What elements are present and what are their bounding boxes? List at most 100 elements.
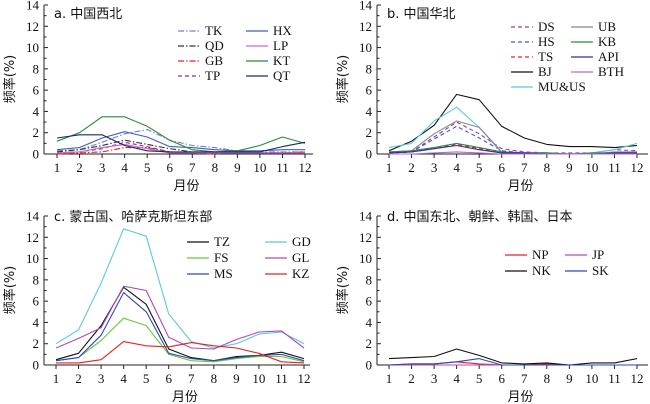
legend-label: TS: [538, 49, 553, 64]
x-tick-label: 7: [521, 160, 528, 175]
x-tick-label: 2: [408, 160, 415, 175]
y-tick-label: 8: [366, 61, 373, 76]
series-line-tk: [56, 128, 305, 153]
y-tick-label: 14: [26, 0, 40, 13]
x-tick-label: 12: [299, 160, 312, 175]
y-tick-label: 14: [359, 0, 373, 13]
x-tick-label: 2: [408, 371, 415, 386]
x-tick-label: 8: [211, 371, 218, 386]
y-tick-label: 2: [366, 336, 373, 351]
x-tick-label: 3: [99, 160, 106, 175]
x-tick-label: 12: [298, 371, 311, 386]
y-tick-label: 2: [33, 125, 40, 140]
legend-label: GL: [292, 250, 309, 265]
x-tick-label: 9: [566, 371, 573, 386]
legend-label: GD: [292, 234, 311, 249]
x-tick-label: 6: [165, 371, 172, 386]
legend-label: NK: [532, 263, 551, 278]
x-tick-label: 12: [631, 160, 644, 175]
legend-label: HX: [273, 23, 292, 38]
x-tick-label: 12: [631, 371, 644, 386]
y-tick-label: 2: [33, 336, 40, 351]
x-tick-label: 4: [121, 160, 128, 175]
y-tick-label: 6: [366, 294, 373, 309]
legend-label: UB: [598, 19, 616, 34]
x-tick-label: 2: [76, 160, 83, 175]
x-tick-label: 5: [144, 160, 151, 175]
x-tick-label: 3: [431, 160, 438, 175]
y-axis-title: 频率(%): [2, 55, 18, 104]
y-tick-label: 10: [359, 251, 372, 266]
series-line-qt: [56, 134, 306, 153]
panel-title: c. 蒙古国、哈萨克斯坦东部: [54, 210, 212, 225]
legend-label: TP: [205, 68, 220, 83]
legend-label: GB: [205, 53, 223, 68]
panel-title: d. 中国东北、朝鲜、韩国、日本: [387, 210, 573, 225]
x-tick-label: 11: [608, 160, 621, 175]
x-tick-label: 3: [431, 371, 438, 386]
x-tick-label: 7: [189, 160, 196, 175]
legend-label: FS: [214, 250, 228, 265]
series-line-ms: [55, 292, 305, 362]
series-line-bj: [388, 93, 638, 152]
legend-label: TZ: [214, 234, 230, 249]
legend-label: API: [598, 49, 619, 64]
series-line-gd: [55, 228, 305, 349]
y-tick-label: 14: [26, 209, 40, 224]
y-tick-label: 4: [366, 104, 373, 119]
x-tick-label: 8: [544, 160, 551, 175]
x-tick-label: 9: [233, 371, 240, 386]
series-line-lp: [56, 143, 305, 154]
x-tick-label: 10: [585, 371, 598, 386]
x-tick-label: 4: [453, 160, 460, 175]
x-tick-label: 6: [498, 371, 505, 386]
y-tick-label: 2: [366, 125, 373, 140]
y-tick-label: 12: [359, 230, 372, 245]
legend-label: MS: [214, 266, 233, 281]
legend-label: MU&US: [538, 79, 586, 94]
legend-label: TK: [205, 23, 223, 38]
x-tick-label: 7: [188, 371, 195, 386]
series-line-sk: [388, 358, 637, 366]
legend-label: LP: [273, 38, 288, 53]
y-axis-title: 频率(%): [2, 266, 18, 315]
y-tick-label: 4: [33, 104, 40, 119]
x-axis-title: 月份: [172, 390, 198, 404]
y-tick-label: 10: [26, 40, 39, 55]
x-tick-label: 11: [275, 371, 288, 386]
y-tick-label: 12: [359, 19, 372, 34]
x-axis-title: 月份: [507, 390, 533, 404]
y-tick-label: 14: [359, 209, 373, 224]
y-tick-label: 6: [33, 294, 40, 309]
legend-label: JP: [592, 247, 604, 262]
x-tick-label: 5: [476, 371, 483, 386]
x-tick-label: 5: [143, 371, 150, 386]
x-tick-label: 10: [253, 160, 266, 175]
legend-label: HS: [538, 34, 555, 49]
x-axis-title: 月份: [507, 179, 533, 194]
y-axis-title: 频率(%): [335, 266, 351, 315]
y-axis-title: 频率(%): [335, 55, 351, 104]
legend-label: QT: [273, 68, 290, 83]
y-tick-label: 0: [366, 147, 373, 162]
series-line-gl: [55, 285, 305, 350]
legend-label: NP: [532, 247, 549, 262]
x-tick-label: 3: [98, 371, 105, 386]
x-tick-label: 8: [544, 371, 551, 386]
x-tick-label: 6: [498, 160, 505, 175]
y-tick-label: 12: [26, 19, 39, 34]
y-tick-label: 8: [33, 61, 40, 76]
x-tick-label: 4: [453, 371, 460, 386]
legend-label: QD: [205, 38, 224, 53]
x-tick-label: 2: [75, 371, 82, 386]
y-tick-label: 10: [26, 251, 39, 266]
legend-label: BTH: [598, 64, 624, 79]
series-line-kz: [56, 341, 305, 364]
y-tick-label: 8: [366, 272, 373, 287]
x-tick-label: 10: [252, 371, 265, 386]
x-tick-label: 6: [166, 160, 173, 175]
